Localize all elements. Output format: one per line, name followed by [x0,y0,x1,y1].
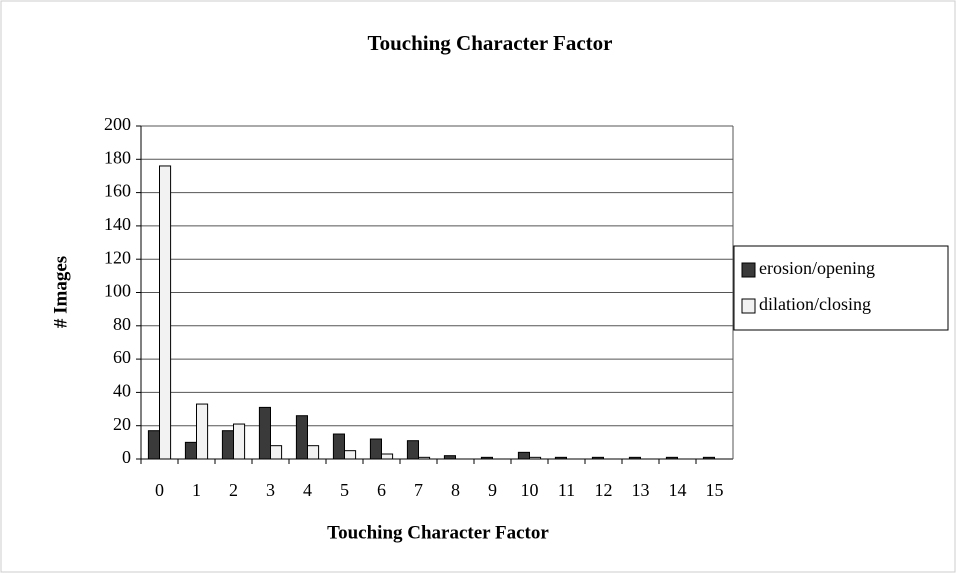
bar [418,456,431,460]
bar [221,430,234,460]
x-tick-label: 9 [488,480,497,500]
x-tick-label: 1 [192,480,201,500]
y-tick-label: 60 [113,347,131,367]
bar [258,406,271,460]
x-tick-label: 2 [229,480,238,500]
y-tick-label: 100 [104,281,131,301]
bar [702,456,716,460]
bar [381,453,394,460]
bar [517,451,531,460]
bar [159,165,172,460]
bar [443,455,456,460]
bar [147,430,160,460]
bar [628,456,642,460]
bar [406,440,419,460]
x-tick-label: 6 [377,480,386,500]
bar [295,415,308,460]
x-tick-label: 13 [632,480,650,500]
legend-label: erosion/opening [759,258,875,278]
x-tick-label: 15 [706,480,724,500]
bar [270,445,283,460]
y-tick-label: 0 [122,447,131,467]
y-tick-label: 40 [113,381,131,401]
x-tick-label: 4 [303,480,312,500]
chart-title: Touching Character Factor [368,31,613,55]
y-tick-label: 180 [104,147,131,167]
bar [529,456,542,460]
bar [196,403,209,460]
y-tick-label: 140 [104,214,131,234]
x-tick-label: 14 [669,480,687,500]
x-tick-label: 0 [155,480,164,500]
y-tick-label: 200 [104,114,131,134]
x-axis-title: Touching Character Factor [327,522,549,543]
y-tick-label: 20 [113,414,131,434]
bar [554,456,568,460]
x-tick-label: 12 [595,480,613,500]
x-tick-label: 8 [451,480,460,500]
bar [184,441,197,460]
bar [344,450,357,460]
bar [233,423,246,460]
x-tick-label: 11 [558,480,575,500]
legend-label: dilation/closing [759,294,871,314]
bar [665,456,679,460]
y-tick-label: 160 [104,181,131,201]
bar [591,456,605,460]
x-tick-label: 3 [266,480,275,500]
y-tick-label: 80 [113,314,131,334]
bar [307,445,320,460]
bar [332,433,345,460]
bar [480,456,493,460]
x-tick-label: 7 [414,480,423,500]
y-axis-title: # Images [50,256,71,328]
x-tick-label: 10 [521,480,539,500]
legend-swatch [741,298,756,314]
x-tick-label: 5 [340,480,349,500]
bar [369,438,382,460]
y-tick-label: 120 [104,247,131,267]
legend-box [733,245,949,331]
legend-swatch [741,262,756,278]
